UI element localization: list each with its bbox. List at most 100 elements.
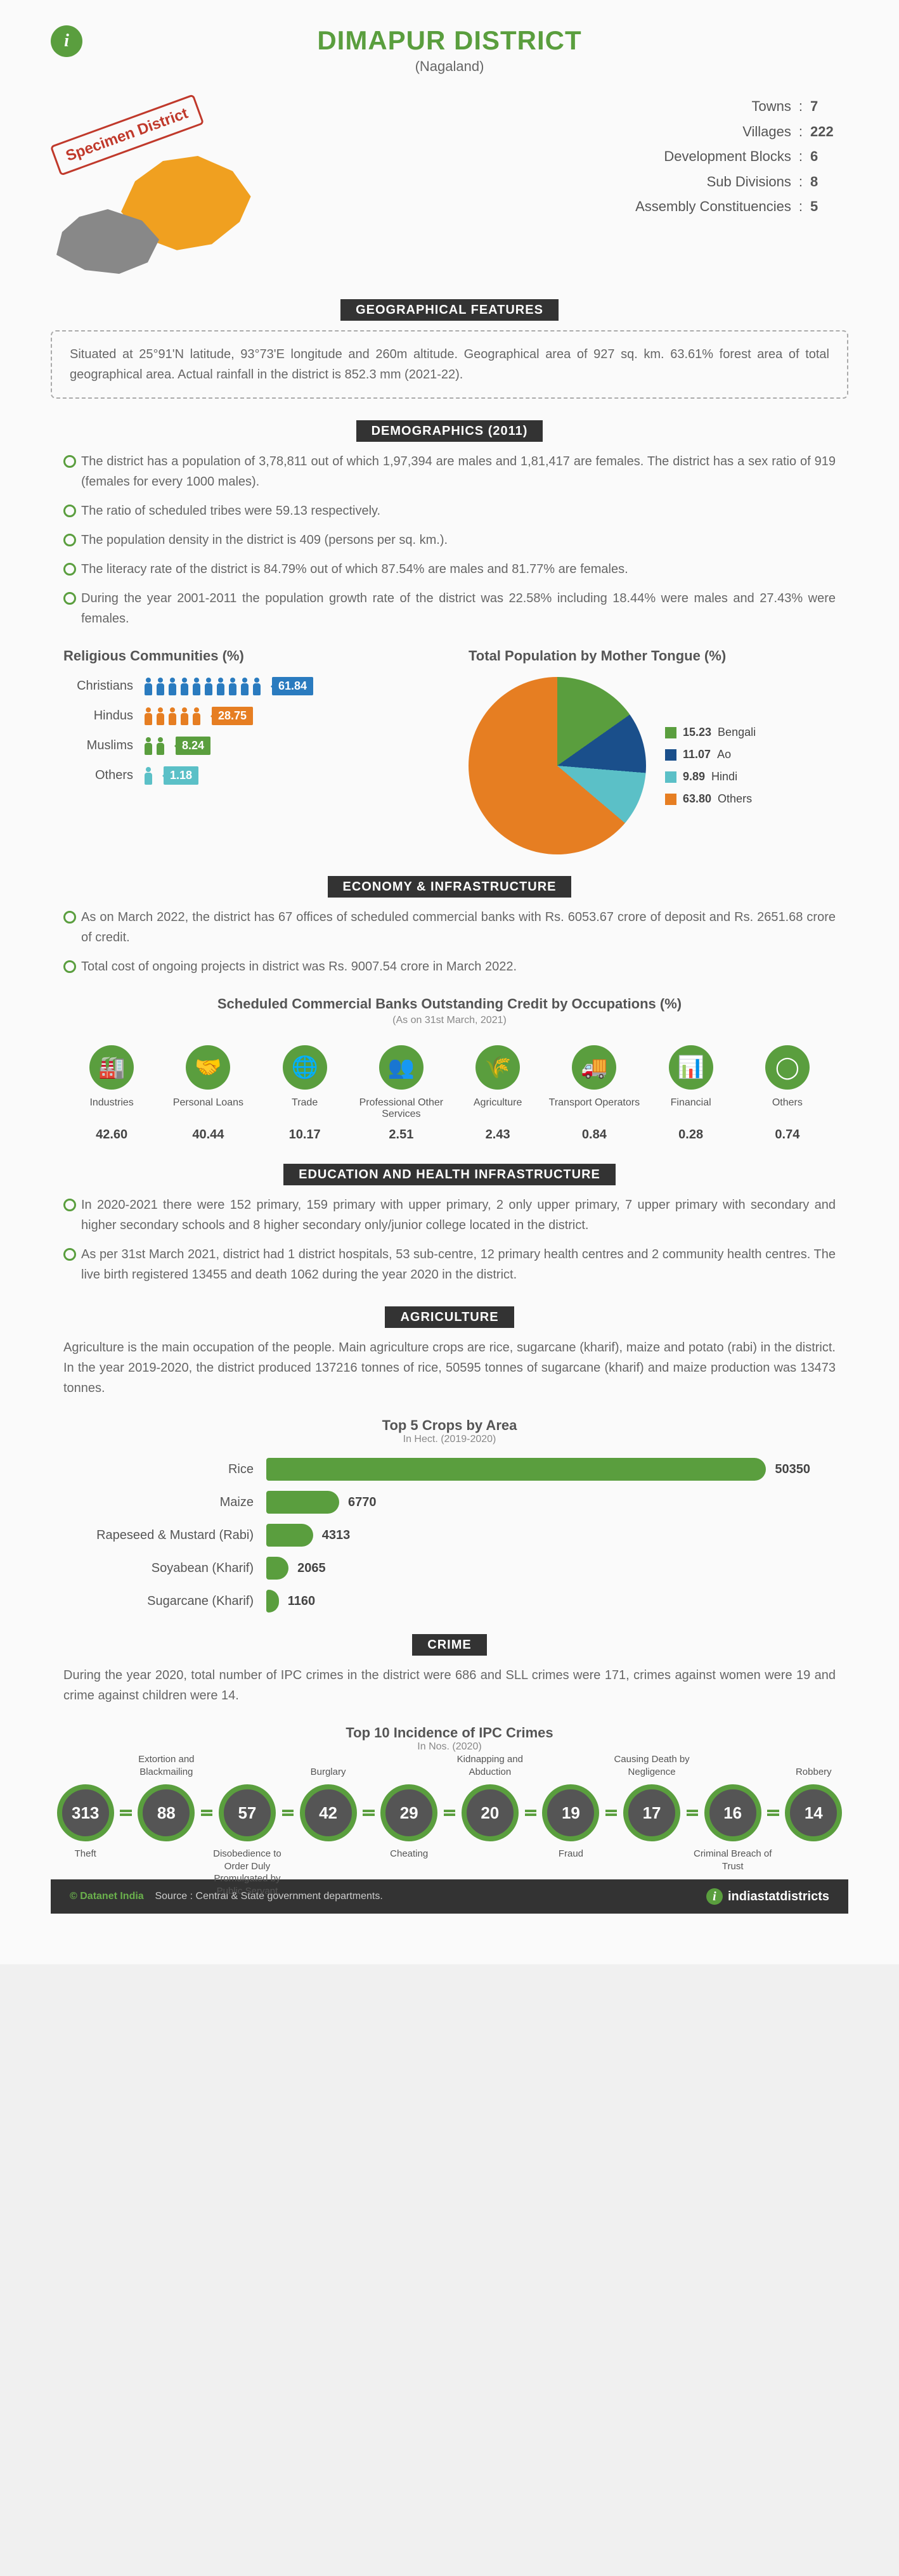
credit-label: Trade	[257, 1097, 353, 1123]
ipc-value: 88	[138, 1784, 195, 1841]
person-icon	[167, 678, 178, 695]
crop-label: Sugarcane (Kharif)	[89, 1594, 254, 1609]
crop-row: Sugarcane (Kharif) 1160	[51, 1590, 848, 1613]
section-header-geo: GEOGRAPHICAL FEATURES	[51, 303, 848, 318]
ipc-label: Robbery	[769, 1766, 858, 1779]
credit-value: 42.60	[63, 1128, 160, 1142]
crops-title: Top 5 Crops by Area	[51, 1417, 848, 1434]
religion-row: Others 1.18	[63, 766, 430, 785]
stat-label: Sub Divisions	[707, 169, 791, 195]
ipc-value: 29	[380, 1784, 437, 1841]
footer-copyright: © Datanet India	[70, 1891, 144, 1902]
legend-value: 9.89	[683, 770, 705, 783]
credit-icon: 📊	[669, 1045, 713, 1090]
legend-item: 11.07 Ao	[665, 748, 756, 761]
ipc-chain: Theft 313Extortion and Blackmailing 88Di…	[51, 1784, 848, 1841]
bullet: The district has a population of 3,78,81…	[63, 451, 836, 492]
credit-icon: ◯	[765, 1045, 810, 1090]
person-icon	[155, 707, 165, 725]
credit-item: 📊 Financial 0.28	[643, 1045, 739, 1142]
person-icon	[143, 678, 153, 695]
ipc-node: Cheating 29	[375, 1784, 444, 1841]
credit-label: Personal Loans	[160, 1097, 256, 1123]
tongue-title: Total Population by Mother Tongue (%)	[469, 648, 836, 664]
religion-label: Others	[63, 768, 133, 783]
credit-icon: 🚚	[572, 1045, 616, 1090]
credit-label: Others	[739, 1097, 836, 1123]
stat-value: 8	[810, 169, 848, 195]
stat-label: Towns	[752, 94, 791, 119]
crop-value: 50350	[775, 1462, 810, 1477]
person-icon	[155, 678, 165, 695]
tongue-chart: Total Population by Mother Tongue (%) 15…	[469, 648, 836, 854]
page: i DIMAPUR DISTRICT (Nagaland) Specimen D…	[0, 0, 899, 1964]
person-icon	[228, 678, 238, 695]
crop-value: 2065	[297, 1561, 326, 1576]
info-icon: i	[51, 25, 82, 57]
religion-title: Religious Communities (%)	[63, 648, 430, 664]
crop-row: Maize 6770	[51, 1491, 848, 1514]
demo-bullets: The district has a population of 3,78,81…	[51, 451, 848, 629]
credit-item: 🌐 Trade 10.17	[257, 1045, 353, 1142]
person-icon	[216, 678, 226, 695]
bullet: In 2020-2021 there were 152 primary, 159…	[63, 1195, 836, 1235]
person-icon	[191, 707, 202, 725]
ipc-node: Causing Death by Negligence 17	[617, 1784, 686, 1841]
crop-row: Soyabean (Kharif) 2065	[51, 1557, 848, 1580]
crop-value: 6770	[348, 1495, 377, 1510]
map-graphic	[51, 151, 254, 278]
crop-bar	[266, 1590, 279, 1613]
legend-item: 63.80 Others	[665, 792, 756, 806]
crime-text: During the year 2020, total number of IP…	[51, 1665, 848, 1706]
credit-title: Scheduled Commercial Banks Outstanding C…	[51, 996, 848, 1012]
stat-row: Development Blocks:6	[635, 144, 848, 169]
legend-label: Ao	[717, 748, 731, 761]
religion-label: Hindus	[63, 709, 133, 723]
credit-row: 🏭 Industries 42.60🤝 Personal Loans 40.44…	[51, 1045, 848, 1142]
top-row: Specimen District Towns:7Villages:222Dev…	[51, 94, 848, 278]
person-icon	[204, 678, 214, 695]
religion-value: 61.84	[272, 677, 313, 695]
person-icon	[252, 678, 262, 695]
crop-bar	[266, 1491, 339, 1514]
person-icon	[167, 707, 178, 725]
credit-value: 2.51	[353, 1128, 450, 1142]
legend-value: 63.80	[683, 792, 711, 806]
legend-swatch	[665, 794, 676, 805]
ipc-node: Fraud 19	[536, 1784, 605, 1841]
religion-label: Muslims	[63, 738, 133, 753]
credit-icon: 🤝	[186, 1045, 230, 1090]
credit-item: 🚚 Transport Operators 0.84	[546, 1045, 642, 1142]
credit-value: 2.43	[450, 1128, 546, 1142]
ipc-value: 313	[57, 1784, 114, 1841]
brand-icon: i	[706, 1888, 723, 1905]
credit-item: 🏭 Industries 42.60	[63, 1045, 160, 1142]
legend-label: Others	[718, 792, 752, 806]
legend-swatch	[665, 771, 676, 783]
stat-value: 6	[810, 144, 848, 169]
pie-chart	[469, 677, 646, 854]
section-header-econ: ECONOMY & INFRASTRUCTURE	[51, 880, 848, 894]
stat-value: 7	[810, 94, 848, 119]
ipc-label: Criminal Breach of Trust	[689, 1848, 777, 1872]
stat-row: Assembly Constituencies:5	[635, 194, 848, 219]
topbar: i DIMAPUR DISTRICT (Nagaland)	[51, 25, 848, 75]
ipc-value: 16	[704, 1784, 761, 1841]
credit-icon: 🌾	[475, 1045, 520, 1090]
section-header-edu: EDUCATION AND HEALTH INFRASTRUCTURE	[51, 1168, 848, 1182]
quick-stats: Towns:7Villages:222Development Blocks:6S…	[635, 94, 848, 219]
person-icon	[143, 707, 153, 725]
page-title: DIMAPUR DISTRICT	[101, 25, 798, 56]
religion-row: Muslims 8.24	[63, 737, 430, 755]
ipc-label: Disobedience to Order Duly Promulgated b…	[203, 1848, 292, 1897]
legend-value: 11.07	[683, 748, 711, 761]
person-icon	[179, 678, 190, 695]
bullet: The literacy rate of the district is 84.…	[63, 559, 836, 579]
crop-label: Rice	[89, 1462, 254, 1477]
ipc-node: Disobedience to Order Duly Promulgated b…	[212, 1784, 281, 1841]
ipc-label: Burglary	[284, 1766, 373, 1779]
footer-brand: i indiastatdistricts	[706, 1888, 829, 1905]
econ-bullets: As on March 2022, the district has 67 of…	[51, 907, 848, 977]
religion-chart: Religious Communities (%) Christians 61.…	[63, 648, 430, 854]
crop-label: Soyabean (Kharif)	[89, 1561, 254, 1576]
